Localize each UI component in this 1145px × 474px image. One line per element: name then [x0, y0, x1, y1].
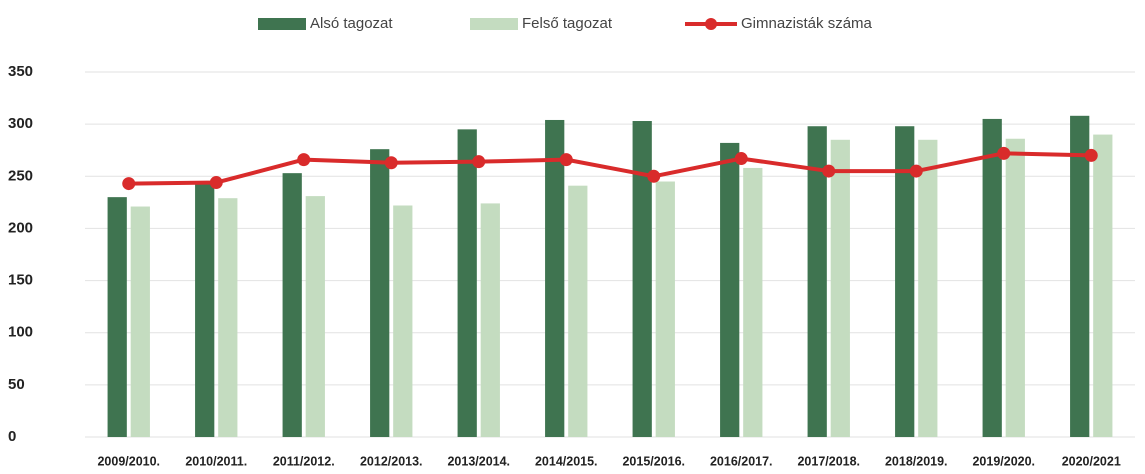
legend-swatch [258, 18, 306, 30]
x-tick-label: 2013/2014. [447, 454, 510, 468]
bar [480, 203, 500, 437]
bar [130, 206, 150, 437]
line-marker [122, 177, 136, 191]
x-tick-label: 2014/2015. [535, 454, 598, 468]
bar [1005, 138, 1025, 437]
y-tick-label: 150 [8, 272, 33, 289]
x-tick-label: 2018/2019. [885, 454, 948, 468]
line-marker [384, 156, 398, 170]
line-marker [647, 169, 661, 183]
bar [370, 149, 390, 437]
bar [743, 167, 763, 437]
x-tick-label: 2012/2013. [360, 454, 423, 468]
line-marker [1084, 148, 1098, 162]
bar [918, 139, 938, 438]
legend-label: Alsó tagozat [310, 15, 393, 32]
line [128, 151, 1092, 186]
legend-swatch [470, 18, 518, 30]
x-tick-label: 2017/2018. [797, 454, 860, 468]
bar [1070, 115, 1090, 438]
legend-label: Felső tagozat [522, 15, 613, 32]
bar [107, 197, 127, 437]
x-tick-label: 2009/2010. [97, 454, 160, 468]
bar [830, 139, 850, 438]
y-tick-label: 50 [8, 376, 25, 393]
legend-marker [705, 18, 717, 30]
x-tick-label: 2015/2016. [622, 454, 685, 468]
line-marker [472, 155, 486, 169]
y-tick-label: 0 [8, 428, 16, 445]
bar [632, 121, 652, 437]
bar [545, 119, 565, 437]
bar [720, 142, 740, 437]
line-marker [822, 164, 836, 178]
legend-label: Gimnazisták száma [741, 15, 873, 32]
bar [457, 129, 477, 437]
bar [305, 196, 325, 437]
bar [655, 181, 675, 437]
x-tick-label: 2010/2011. [185, 454, 247, 468]
x-tick-label: 2011/2012. [273, 454, 335, 468]
bar [895, 126, 915, 437]
bar [195, 181, 215, 437]
y-tick-label: 350 [8, 63, 33, 80]
bar [282, 173, 302, 437]
x-tick-label: 2019/2020. [972, 454, 1035, 468]
line-marker [997, 146, 1011, 160]
line-marker [209, 176, 223, 190]
y-tick-label: 200 [8, 219, 33, 236]
line-marker [297, 153, 311, 167]
bar [1093, 134, 1113, 438]
bar [982, 118, 1002, 437]
x-tick-label: 2016/2017. [710, 454, 773, 468]
bar [393, 205, 413, 437]
y-tick-label: 100 [8, 324, 33, 341]
bar [218, 198, 238, 437]
line-marker [559, 153, 573, 167]
bar [807, 126, 827, 437]
x-tick-label: 2020/2021 [1062, 454, 1121, 468]
y-tick-label: 250 [8, 167, 33, 184]
bar [568, 185, 588, 437]
line-marker [909, 164, 923, 178]
y-tick-label: 300 [8, 115, 33, 132]
line-marker [734, 152, 748, 166]
